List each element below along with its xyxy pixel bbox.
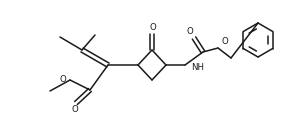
Text: O: O: [59, 75, 66, 83]
Text: O: O: [187, 27, 193, 36]
Text: O: O: [222, 36, 229, 46]
Text: O: O: [72, 105, 79, 115]
Text: NH: NH: [191, 63, 204, 71]
Text: O: O: [149, 22, 156, 31]
